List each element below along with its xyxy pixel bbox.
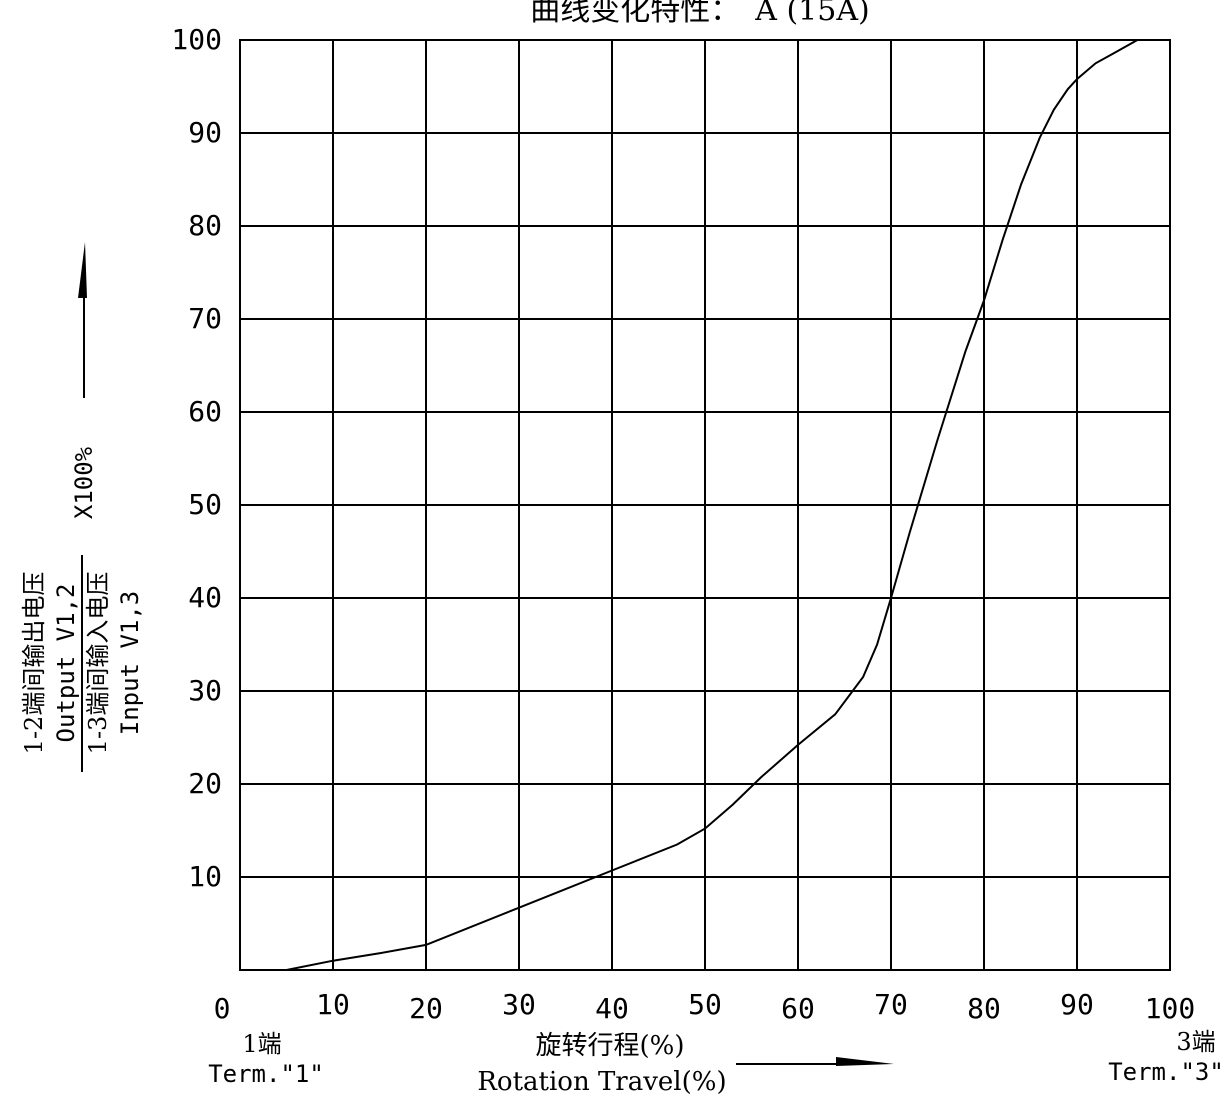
x-axis-arrow-head [836, 1057, 894, 1066]
term-end-en: Term."3" [1108, 1058, 1224, 1086]
x-axis-label-en: Rotation Travel(%) [477, 1067, 726, 1097]
y-tick-labels: 10 20 30 40 50 60 70 80 90 100 [171, 23, 222, 893]
y-tick-label-100: 100 [171, 23, 222, 56]
plot-frame [239, 39, 1171, 971]
y-tick-label-20: 20 [188, 767, 222, 800]
y-axis-label-denominator-en: Input V1,3 [116, 591, 144, 736]
grid-lines [240, 40, 1170, 970]
y-tick-label-50: 50 [188, 488, 222, 521]
y-tick-label-90: 90 [188, 116, 222, 149]
x-tick-label-50: 50 [688, 988, 722, 1021]
y-axis-label-multiplier: X100% [70, 446, 98, 519]
x-tick-label-90: 90 [1060, 988, 1094, 1021]
y-axis-label-denominator-cn: 1-3端间输入电压 [84, 572, 112, 755]
x-tick-label-70: 70 [874, 988, 908, 1021]
term-start-en: Term."1" [208, 1060, 324, 1088]
series-line-taper-a [286, 39, 1138, 971]
term-end-cn: 3端 [1176, 1028, 1215, 1056]
y-tick-label-10: 10 [188, 860, 222, 893]
x-tick-label-20: 20 [409, 992, 443, 1025]
x-axis-label-cn: 旋转行程(%) [536, 1031, 685, 1061]
y-axis-arrow-head [78, 242, 87, 298]
x-tick-label-60: 60 [781, 992, 815, 1025]
x-tick-label-80: 80 [967, 992, 1001, 1025]
y-axis-label-numerator-en: Output V1,2 [52, 584, 80, 743]
x-tick-label-0: 0 [214, 992, 231, 1025]
x-tick-label-10: 10 [316, 988, 350, 1021]
y-tick-label-60: 60 [188, 395, 222, 428]
x-tick-label-40: 40 [595, 992, 629, 1025]
term-start-cn: 1端 [242, 1030, 281, 1058]
y-axis-label: 1-2端间输出电压 Output V1,2 1-3端间输入电压 Input V1… [20, 242, 144, 772]
x-tick-label-100: 100 [1145, 992, 1196, 1025]
x-tick-labels: 0 10 20 30 40 50 60 70 80 90 100 [214, 988, 1196, 1025]
y-tick-label-70: 70 [188, 302, 222, 335]
y-axis-label-numerator-cn: 1-2端间输出电压 [20, 572, 48, 755]
y-tick-label-30: 30 [188, 674, 222, 707]
y-tick-label-80: 80 [188, 209, 222, 242]
y-tick-label-40: 40 [188, 581, 222, 614]
x-tick-label-30: 30 [502, 988, 536, 1021]
chart-title: 曲线变化特性： A (15A) [530, 0, 869, 28]
